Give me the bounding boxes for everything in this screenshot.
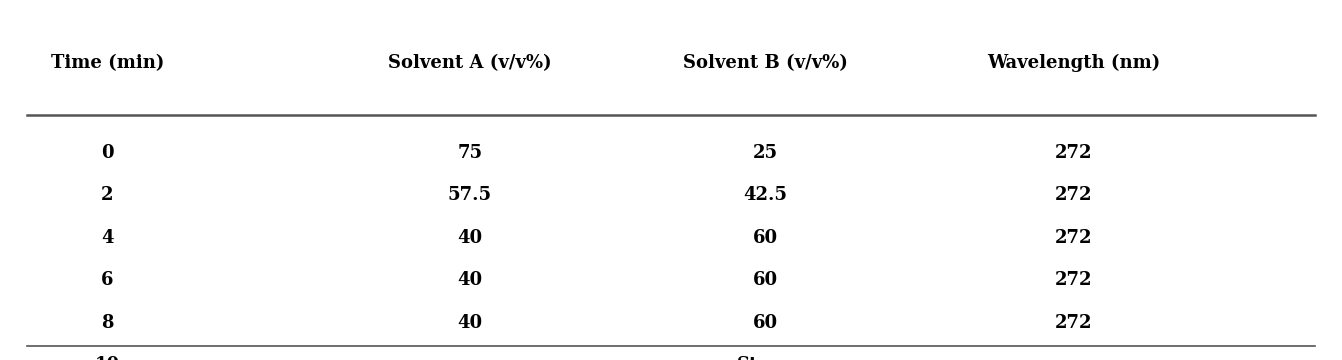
- Text: 272: 272: [1055, 229, 1092, 247]
- Text: 10: 10: [95, 356, 119, 360]
- Text: 4: 4: [101, 229, 114, 247]
- Text: 0: 0: [101, 144, 114, 162]
- Text: 272: 272: [1055, 314, 1092, 332]
- Text: 60: 60: [753, 271, 777, 289]
- Text: 60: 60: [753, 314, 777, 332]
- Text: Time (min): Time (min): [51, 54, 164, 72]
- Text: 272: 272: [1055, 186, 1092, 204]
- Text: 57.5: 57.5: [448, 186, 491, 204]
- Text: Solvent A (v/v%): Solvent A (v/v%): [388, 54, 552, 72]
- Text: 40: 40: [458, 314, 482, 332]
- Text: 75: 75: [458, 144, 482, 162]
- Text: 42.5: 42.5: [743, 186, 786, 204]
- Text: 272: 272: [1055, 144, 1092, 162]
- Text: 25: 25: [753, 144, 777, 162]
- Text: Solvent B (v/v%): Solvent B (v/v%): [683, 54, 847, 72]
- Text: Wavelength (nm): Wavelength (nm): [986, 54, 1161, 72]
- Text: 2: 2: [101, 186, 114, 204]
- Text: 8: 8: [101, 314, 114, 332]
- Text: 272: 272: [1055, 271, 1092, 289]
- Text: 40: 40: [458, 229, 482, 247]
- Text: 40: 40: [458, 271, 482, 289]
- Text: Stops: Stops: [737, 356, 793, 360]
- Text: 6: 6: [101, 271, 114, 289]
- Text: 60: 60: [753, 229, 777, 247]
